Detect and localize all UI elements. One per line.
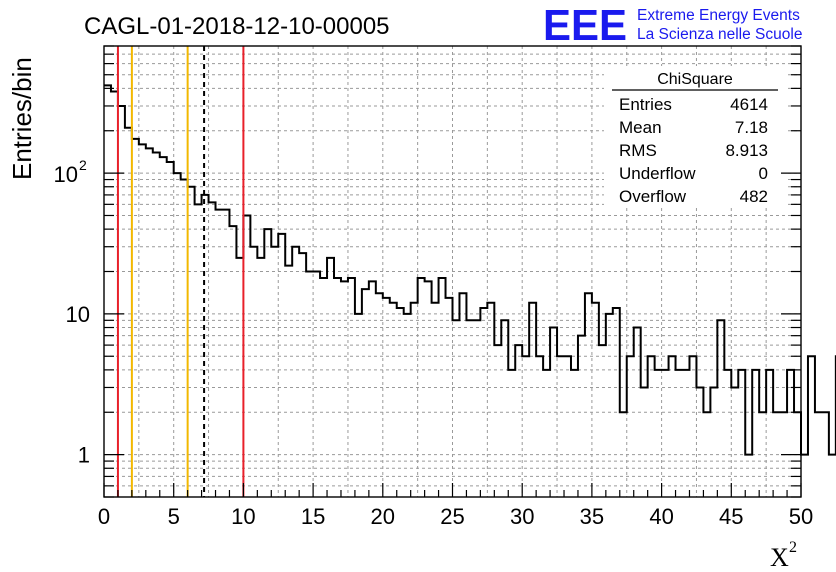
- logo-line-1: Extreme Energy Events: [637, 7, 800, 24]
- stats-label-mean: Mean: [619, 118, 662, 137]
- x-tick-label: 10: [231, 504, 255, 529]
- logo-line-2: La Scienza nelle Scuole: [637, 26, 802, 43]
- stats-label-overflow: Overflow: [619, 187, 687, 206]
- x-tick-label: 50: [789, 504, 813, 529]
- chart-title: CAGL-01-2018-12-10-00005: [84, 13, 390, 40]
- stats-label-rms: RMS: [619, 141, 657, 160]
- y-tick-label: 10: [54, 162, 78, 187]
- x-tick-label: 25: [440, 504, 464, 529]
- stats-box: ChiSquare Entries 4614 Mean 7.18 RMS 8.913 Und…: [604, 66, 786, 208]
- y-tick-label: 10: [66, 302, 90, 327]
- eee-logo: EEE Extreme Energy Events La Scienza nel…: [543, 1, 802, 50]
- stats-value-underflow: 0: [759, 164, 768, 183]
- stats-label-underflow: Underflow: [619, 164, 696, 183]
- x-tick-label: 20: [371, 504, 395, 529]
- y-axis-label: Entries/bin: [7, 57, 37, 180]
- stats-value-rms: 8.913: [725, 141, 768, 160]
- x-tick-label: 5: [168, 504, 180, 529]
- x-tick-label: 45: [719, 504, 743, 529]
- x-axis-label-superscript: 2: [789, 539, 797, 556]
- stats-value-entries: 4614: [730, 95, 768, 114]
- stats-label-entries: Entries: [619, 95, 672, 114]
- x-tick-label: 15: [301, 504, 325, 529]
- x-tick-label: 35: [580, 504, 604, 529]
- stats-value-overflow: 482: [740, 187, 768, 206]
- x-tick-label: 40: [649, 504, 673, 529]
- stats-box-title: ChiSquare: [657, 71, 733, 88]
- y-tick-label-superscript: 2: [79, 157, 87, 173]
- x-axis-label-text: X: [770, 543, 789, 572]
- stats-value-mean: 7.18: [735, 118, 768, 137]
- x-tick-label: 0: [98, 504, 110, 529]
- x-tick-label: 30: [510, 504, 534, 529]
- y-tick-label: 1: [78, 443, 90, 468]
- eee-logo-mark: EEE: [543, 1, 627, 50]
